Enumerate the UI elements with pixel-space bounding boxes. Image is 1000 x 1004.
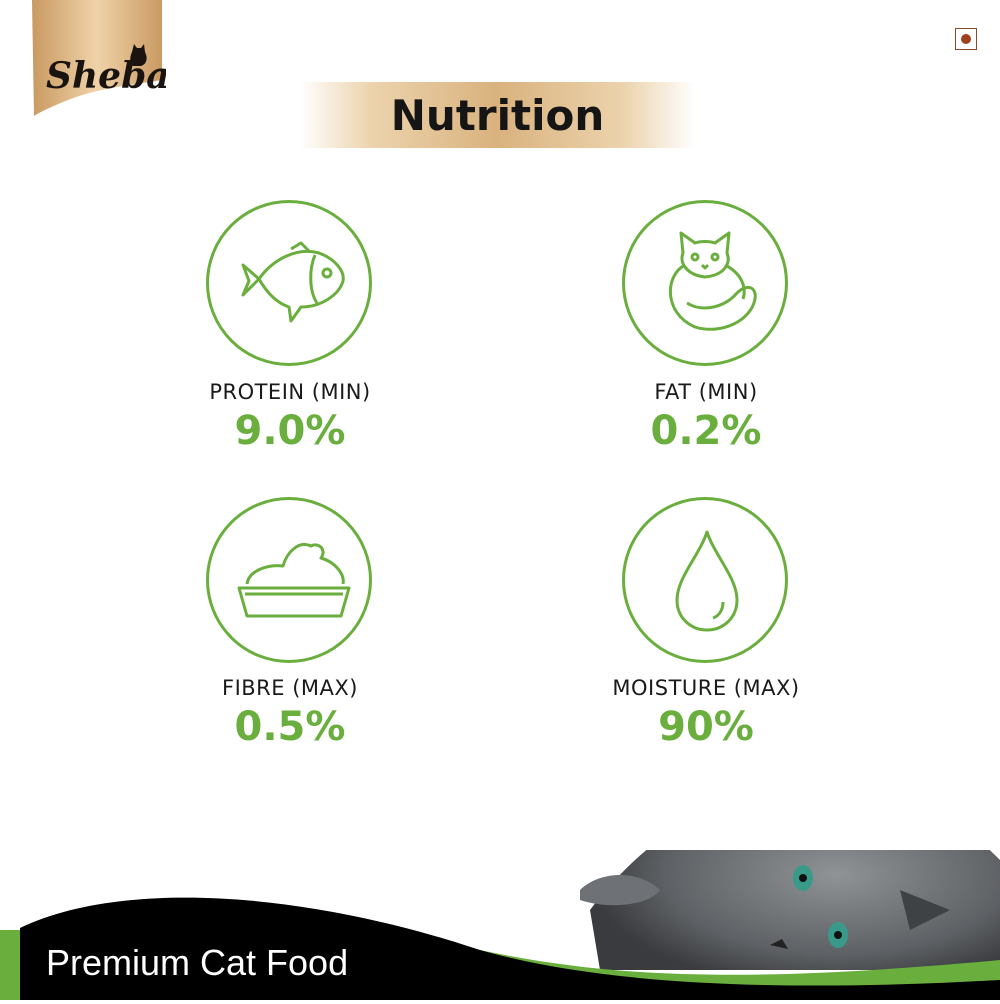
- nutrient-label: FIBRE (MAX): [222, 676, 358, 700]
- food-tray-icon: [237, 543, 351, 618]
- footer-tagline: Premium Cat Food: [46, 942, 349, 983]
- page-title: Nutrition: [390, 91, 605, 140]
- header-band: [300, 82, 695, 148]
- protein-icon-circle: [206, 200, 372, 366]
- fibre-icon-circle: [206, 497, 372, 663]
- nutrient-value: 9.0%: [234, 408, 346, 454]
- veg-mark-icon: [955, 28, 977, 50]
- nutrient-value: 0.5%: [234, 704, 346, 750]
- water-drop-icon: [675, 530, 739, 632]
- veg-mark-dot: [961, 34, 971, 44]
- sheba-logo: Sheba: [28, 0, 170, 118]
- fish-icon: [241, 241, 345, 323]
- cat-icon: [669, 231, 757, 331]
- nutrient-label: PROTEIN (MIN): [209, 380, 371, 404]
- cat-photo: [580, 770, 1000, 970]
- fat-icon-circle: [622, 200, 788, 366]
- svg-text:Sheba: Sheba: [46, 55, 166, 97]
- moisture-icon-circle: [622, 497, 788, 663]
- nutrient-value: 0.2%: [650, 408, 762, 454]
- nutrient-value: 90%: [658, 704, 754, 750]
- nutrient-label: FAT (MIN): [654, 380, 758, 404]
- nutrient-label: MOISTURE (MAX): [612, 676, 800, 700]
